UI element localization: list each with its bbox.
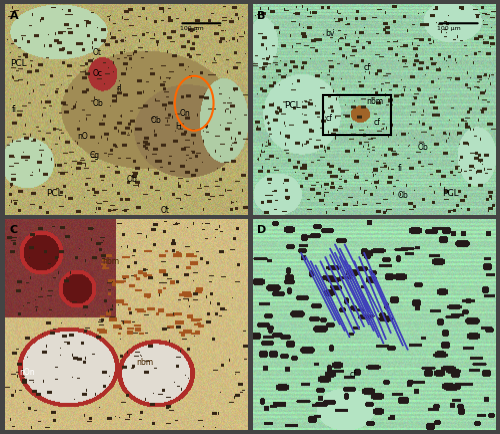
Text: fi: fi: [12, 105, 18, 114]
Text: 100 μm: 100 μm: [437, 26, 460, 31]
Text: PCL: PCL: [442, 189, 458, 198]
Text: Ob: Ob: [150, 115, 161, 125]
Text: B: B: [258, 11, 266, 21]
Text: nbm: nbm: [366, 97, 384, 105]
Text: Ob: Ob: [92, 99, 103, 108]
Text: On: On: [180, 109, 190, 118]
Text: Ot: Ot: [160, 206, 169, 215]
Text: nOn: nOn: [20, 368, 35, 377]
Text: C: C: [10, 226, 18, 236]
Text: Ob: Ob: [398, 191, 409, 201]
Text: Ot: Ot: [92, 48, 102, 57]
Text: PCL: PCL: [284, 101, 300, 110]
Text: Ob: Ob: [126, 174, 137, 184]
Text: PCL: PCL: [46, 189, 63, 198]
Text: nbm: nbm: [136, 358, 153, 367]
Text: bv: bv: [325, 30, 334, 38]
Text: cf: cf: [350, 371, 356, 379]
Text: D: D: [258, 226, 266, 236]
Text: fi: fi: [398, 164, 403, 173]
Text: 100 μm: 100 μm: [180, 26, 204, 31]
Text: Ob: Ob: [418, 143, 428, 152]
Text: rl: rl: [116, 84, 122, 93]
Text: nO: nO: [78, 132, 88, 141]
Text: H: H: [175, 122, 180, 131]
Text: Oc: Oc: [92, 69, 102, 78]
Text: nbm: nbm: [102, 257, 119, 266]
Text: cf: cf: [325, 114, 332, 122]
Bar: [323, 95, 390, 135]
Text: A: A: [10, 11, 18, 21]
Text: cf: cf: [374, 118, 380, 127]
Text: PCL: PCL: [10, 59, 26, 68]
Text: Cg: Cg: [90, 151, 100, 161]
Text: cf: cf: [364, 63, 371, 72]
